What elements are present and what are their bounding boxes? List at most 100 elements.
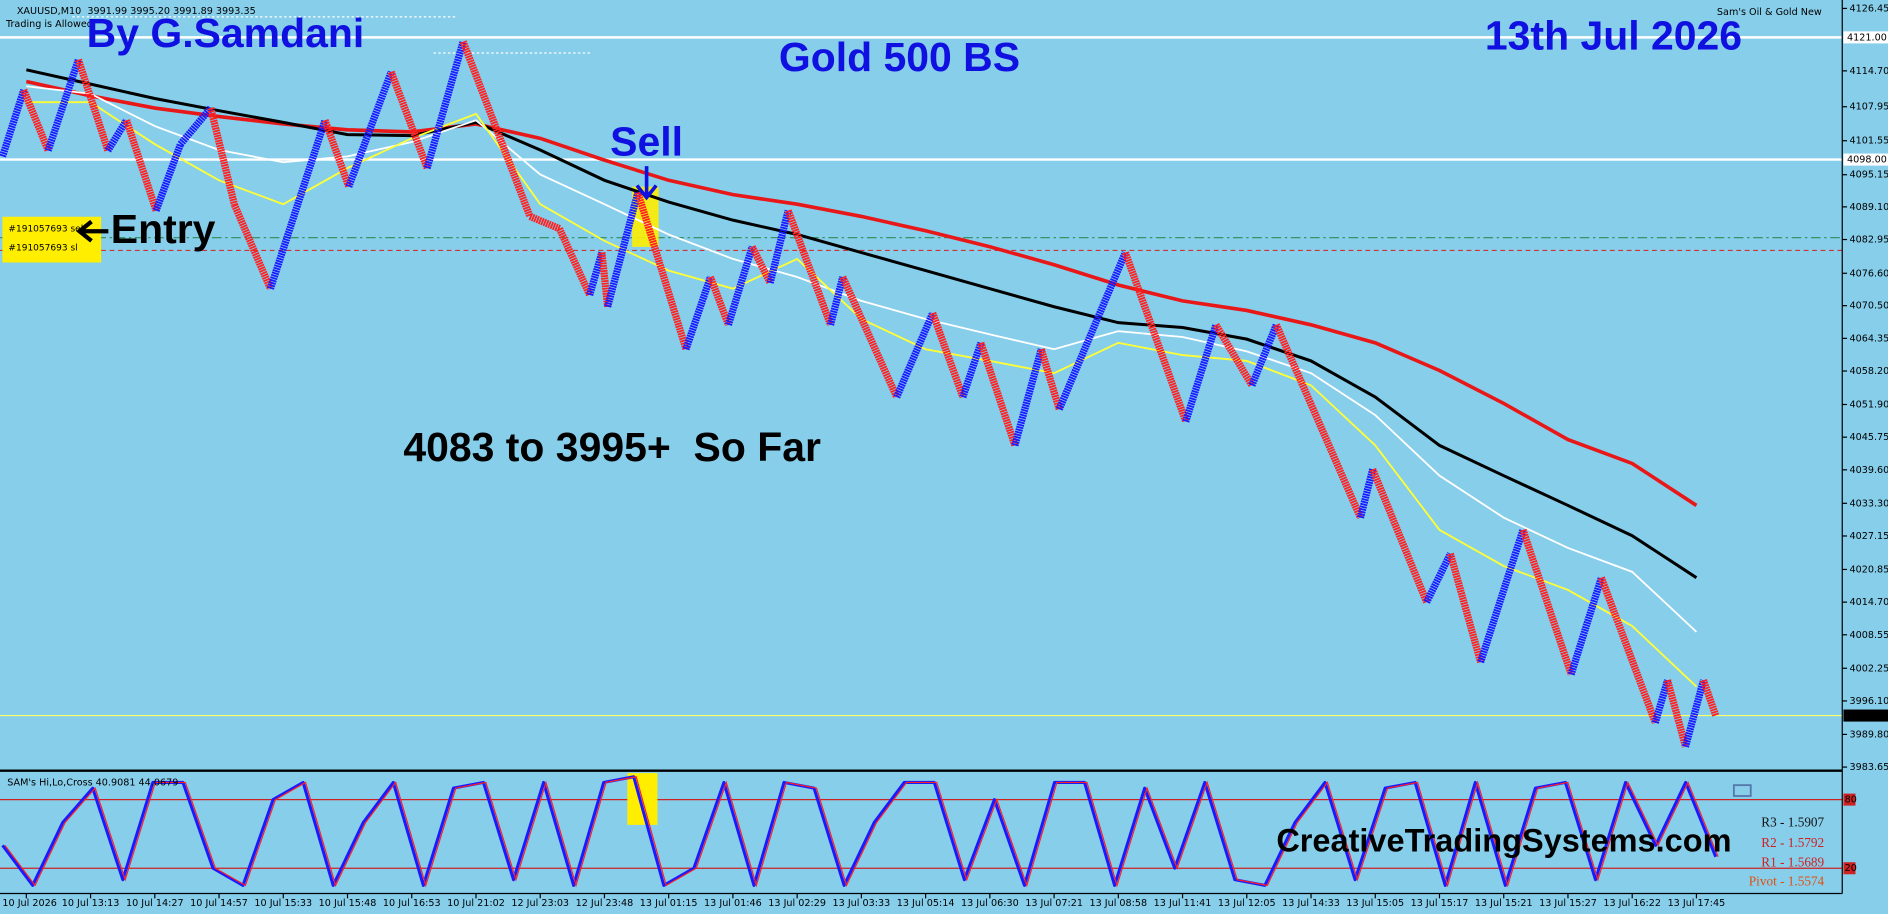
bid-label: 3993.35 bbox=[1847, 711, 1887, 722]
price-segment bbox=[748, 245, 774, 285]
price-segment bbox=[266, 119, 329, 290]
y-tick-label: 3983.65 bbox=[1849, 762, 1888, 773]
price-segment bbox=[1037, 348, 1063, 411]
y-tick-label: 4070.50 bbox=[1849, 301, 1888, 312]
price-segment bbox=[1682, 679, 1707, 748]
x-tick-label: 10 Jul 15:48 bbox=[319, 898, 377, 909]
author: By G.Samdani bbox=[87, 10, 365, 56]
y-tick-label: 4033.30 bbox=[1849, 498, 1888, 509]
oscillator-level-box bbox=[1843, 862, 1856, 875]
x-tick-label: 12 Jul 23:03 bbox=[511, 898, 569, 909]
price-segment bbox=[959, 341, 985, 399]
price-segment bbox=[20, 88, 52, 152]
price-segment bbox=[44, 58, 82, 152]
chart-title: Gold 500 BS bbox=[779, 34, 1020, 80]
x-tick-label: 12 Jul 23:48 bbox=[576, 898, 634, 909]
y-tick-label: 4076.60 bbox=[1849, 268, 1888, 279]
y-tick-label: 4039.60 bbox=[1849, 465, 1888, 476]
entry-arrow bbox=[76, 219, 109, 243]
price-segment bbox=[634, 191, 690, 351]
y-tick-label: 4014.70 bbox=[1849, 597, 1888, 608]
price-segment bbox=[556, 227, 593, 297]
level-label: 4121.00 bbox=[1847, 32, 1887, 43]
x-tick-label: 13 Jul 11:41 bbox=[1154, 898, 1212, 909]
x-tick-label: 10 Jul 2026 bbox=[2, 898, 56, 909]
x-tick-label: 13 Jul 14:33 bbox=[1282, 898, 1340, 909]
x-tick-label: 13 Jul 15:17 bbox=[1411, 898, 1469, 909]
order-label: #191057693 sell bbox=[8, 224, 85, 234]
y-tick-label: 4095.15 bbox=[1849, 170, 1888, 181]
x-tick-label: 10 Jul 15:33 bbox=[254, 898, 312, 909]
x-tick-label: 13 Jul 03:33 bbox=[833, 898, 891, 909]
price-segment bbox=[893, 311, 937, 399]
price-segment bbox=[321, 119, 353, 188]
y-tick-label: 4002.25 bbox=[1849, 663, 1888, 674]
price-segment bbox=[1212, 322, 1256, 388]
y-tick-label: 4101.55 bbox=[1849, 136, 1888, 147]
x-tick-label: 13 Jul 15:05 bbox=[1346, 898, 1404, 909]
oscillator-label: SAM's Hi,Lo,Cross 40.9081 44.0679 bbox=[7, 778, 178, 789]
x-tick-label: 13 Jul 15:21 bbox=[1475, 898, 1533, 909]
price-segment bbox=[123, 119, 160, 212]
level-label-box bbox=[1843, 153, 1888, 166]
price-segment bbox=[104, 118, 130, 153]
y-tick-label: 4089.10 bbox=[1849, 202, 1888, 213]
x-tick-label: 13 Jul 01:46 bbox=[704, 898, 762, 909]
y-tick-label: 4027.15 bbox=[1849, 531, 1888, 542]
x-tick-label: 13 Jul 05:14 bbox=[897, 898, 955, 909]
pivot-label: R3 - 1.5907 bbox=[1761, 815, 1824, 830]
price-segment bbox=[1182, 323, 1220, 423]
price-segment bbox=[528, 213, 561, 232]
y-tick-label: 3996.10 bbox=[1849, 696, 1888, 707]
result-label: 4083 to 3995+ So Far bbox=[403, 424, 821, 470]
y-tick-label: 4008.55 bbox=[1849, 630, 1888, 641]
x-tick-label: 10 Jul 16:53 bbox=[383, 898, 441, 909]
oscillator-line bbox=[1, 775, 1718, 887]
x-tick-label: 13 Jul 06:30 bbox=[961, 898, 1019, 909]
y-tick-label: 4082.95 bbox=[1849, 235, 1888, 246]
y-tick-label: 4064.35 bbox=[1849, 333, 1888, 344]
price-segment bbox=[929, 311, 967, 399]
x-tick-label: 10 Jul 13:13 bbox=[62, 898, 120, 909]
price-segment bbox=[177, 105, 214, 147]
y-tick-label: 4020.85 bbox=[1849, 564, 1888, 575]
price-segment bbox=[604, 191, 642, 308]
price-segment bbox=[707, 275, 732, 327]
bid-label-box bbox=[1843, 709, 1888, 722]
moving-average bbox=[26, 68, 1698, 579]
price-segment bbox=[1011, 348, 1045, 447]
price-segment bbox=[1477, 528, 1527, 664]
entry-label: Entry bbox=[111, 206, 216, 252]
price-segment bbox=[1651, 679, 1671, 724]
pivot-label: R2 - 1.5792 bbox=[1761, 835, 1824, 850]
price-segment bbox=[1055, 251, 1129, 411]
price-segment bbox=[207, 107, 238, 206]
oscillator-level-label: 80 bbox=[1845, 795, 1857, 806]
price-segment bbox=[1423, 552, 1454, 604]
symbol-info: XAUUSD,M10 3991.99 3995.20 3991.89 3993.… bbox=[17, 6, 256, 17]
oscillator-level-label: 20 bbox=[1845, 863, 1857, 874]
y-tick-label: 4045.75 bbox=[1849, 432, 1888, 443]
price-segment bbox=[74, 58, 112, 152]
price-segment bbox=[1664, 679, 1689, 748]
oscillator-level-box bbox=[1843, 793, 1856, 806]
y-tick-label: 4051.90 bbox=[1849, 399, 1888, 410]
price-segment bbox=[784, 209, 834, 327]
y-tick-label: 3989.80 bbox=[1849, 729, 1888, 740]
price-segment bbox=[231, 203, 274, 291]
price-segment bbox=[827, 276, 847, 326]
price-segment bbox=[1356, 468, 1377, 519]
x-tick-label: 13 Jul 08:58 bbox=[1089, 898, 1147, 909]
price-segment bbox=[1369, 467, 1430, 604]
date: 13th Jul 2026 bbox=[1485, 12, 1742, 58]
level-label: 4098.00 bbox=[1847, 155, 1887, 166]
price-segment bbox=[598, 252, 612, 308]
price-segment bbox=[977, 341, 1019, 447]
price-segment bbox=[152, 142, 184, 212]
x-tick-label: 13 Jul 07:21 bbox=[1025, 898, 1083, 909]
price-segment bbox=[423, 40, 467, 170]
price-segment bbox=[1248, 323, 1280, 387]
y-tick-label: 4107.95 bbox=[1849, 102, 1888, 113]
